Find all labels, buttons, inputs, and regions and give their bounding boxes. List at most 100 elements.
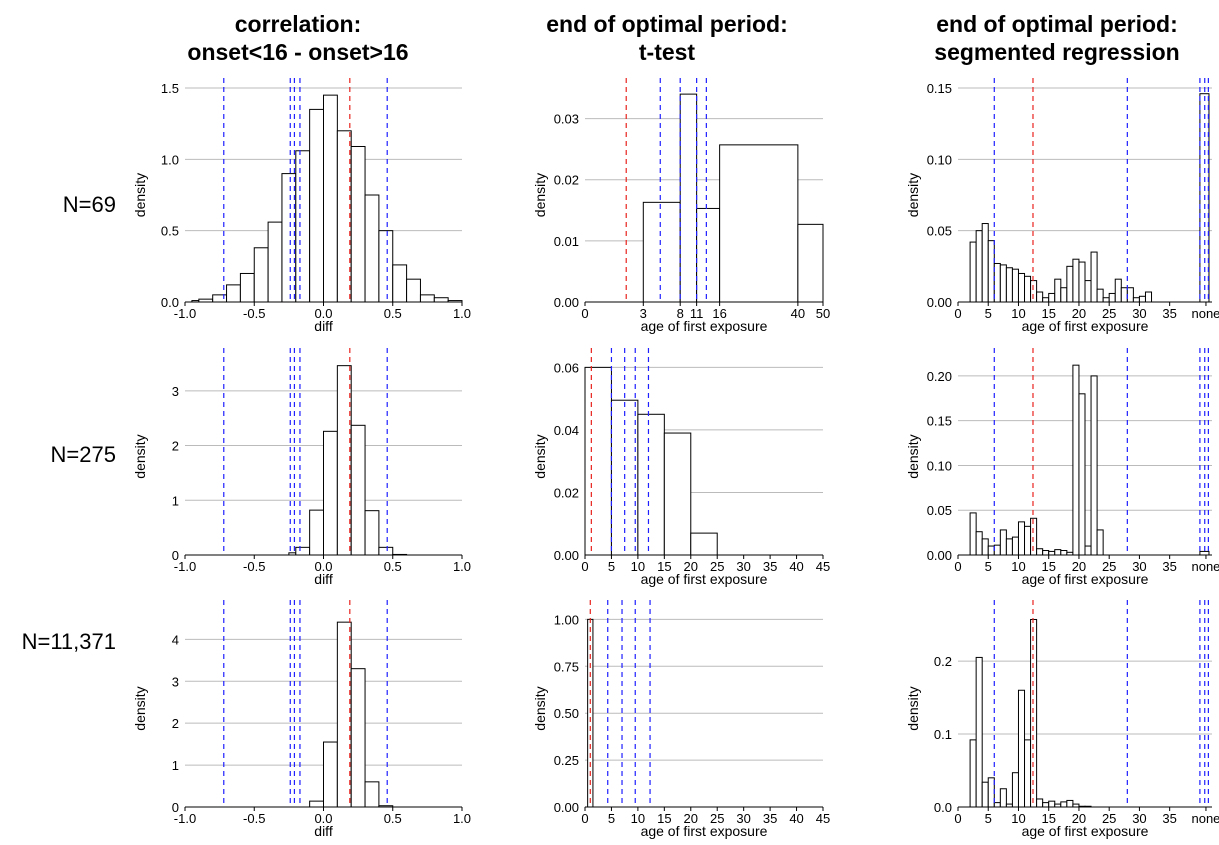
histogram-bar (267, 221, 283, 303)
y-axis-label: density (905, 173, 921, 217)
histogram-bar (350, 145, 366, 303)
panel-r3c2: 0.00 0.25 0.50 0.75 1.00 0 5 10 15 20 25 30 35 40 45 ag… (532, 600, 830, 839)
histogram-bar (1060, 287, 1068, 303)
x-tick-label: 40 (789, 559, 803, 574)
histogram-bar (584, 366, 612, 556)
x-tick-label: 1.0 (453, 811, 471, 826)
x-tick-label: 20 (1072, 811, 1086, 826)
panel-r1c3: 0.00 0.05 0.10 0.15 0 5 10 15 20 25 30 35 none age of… (905, 78, 1219, 334)
x-tick-label: 0 (954, 306, 961, 321)
y-tick-label: 1 (172, 493, 179, 508)
y-tick-label: 0.05 (927, 503, 952, 518)
histogram-bar (1066, 799, 1074, 808)
histogram-bar (1120, 287, 1128, 303)
histogram-bar (1048, 292, 1056, 303)
x-tick-label: -1.0 (174, 306, 196, 321)
y-tick-label: 1.00 (554, 612, 579, 627)
histogram-bar (1199, 550, 1210, 556)
histogram-bar (969, 241, 977, 303)
histogram-bar (1102, 297, 1110, 303)
histogram-bar (1048, 550, 1056, 556)
y-tick-label: 1 (172, 758, 179, 773)
x-axis-label: age of first exposure (641, 571, 768, 587)
histogram-bar (637, 413, 665, 556)
histogram-bar (696, 207, 721, 303)
histogram-bar (350, 668, 366, 808)
histogram-bar (1030, 517, 1038, 556)
histogram-bar (323, 741, 338, 808)
x-tick-label: 0 (581, 811, 588, 826)
y-tick-label: 0.15 (927, 81, 952, 96)
histogram-bar (309, 108, 324, 303)
x-tick-label: 15 (1041, 811, 1055, 826)
x-tick-label: 35 (763, 559, 777, 574)
x-tick-label: none (1191, 811, 1219, 826)
x-tick-label: 20 (1072, 559, 1086, 574)
x-tick-label: 10 (1011, 559, 1025, 574)
histogram-bar (993, 802, 1001, 808)
x-tick-label: 10 (1011, 306, 1025, 321)
x-tick-label: none (1191, 306, 1219, 321)
x-tick-label: 0 (581, 306, 588, 321)
histogram-bar (1084, 280, 1092, 303)
x-tick-label: 30 (1132, 306, 1146, 321)
histogram-bar (1054, 549, 1062, 556)
y-axis-label: density (532, 173, 548, 217)
histogram-bar (999, 788, 1007, 808)
x-tick-label: -0.5 (243, 811, 265, 826)
histogram-bar (309, 509, 324, 556)
y-tick-label: 0.06 (554, 360, 579, 375)
y-axis-label: density (132, 434, 148, 478)
histogram-bar (364, 781, 380, 808)
histogram-bar (999, 529, 1007, 556)
y-tick-label: 0.15 (927, 414, 952, 429)
histogram-bar (378, 230, 394, 303)
histogram-bar (1005, 267, 1013, 303)
histogram-bar (281, 173, 297, 303)
column-title-line2: onset<16 - onset>16 (187, 39, 409, 65)
x-tick-label: 35 (1162, 306, 1176, 321)
x-tick-label: 30 (736, 811, 750, 826)
x-tick-label: 25 (710, 811, 724, 826)
y-tick-label: 0.00 (554, 800, 579, 815)
x-tick-label: 5 (985, 811, 992, 826)
y-tick-label: 0.10 (927, 458, 952, 473)
y-tick-label: 0.02 (554, 485, 579, 500)
histogram-bar (1042, 802, 1050, 808)
y-tick-label: 0.20 (927, 369, 952, 384)
histogram-bar (975, 230, 983, 303)
panel-r2c1: 0 1 2 3 -1.0 -0.5 0.0 0.5 1.0 diff density (132, 348, 471, 587)
x-tick-label: -0.5 (243, 306, 265, 321)
x-tick-label: 40 (789, 811, 803, 826)
y-tick-label: 0.25 (554, 753, 579, 768)
histogram-bar (987, 240, 995, 303)
y-tick-label: 0.0 (934, 800, 952, 815)
x-axis-label: age of first exposure (641, 318, 768, 334)
y-tick-label: 2 (172, 439, 179, 454)
histogram-bar (1108, 292, 1116, 303)
x-tick-label: 0 (954, 559, 961, 574)
row-label-n69: N=69 (62, 192, 116, 217)
panel-r1c2: 0.00 0.01 0.02 0.03 0 3 8 11 16 40 50 age of first … (532, 78, 830, 334)
histogram-bar (1042, 297, 1050, 303)
y-axis-label: density (905, 686, 921, 730)
histogram-bar (295, 546, 311, 556)
x-tick-label: 15 (1041, 306, 1055, 321)
x-tick-label: 0.0 (314, 811, 332, 826)
x-tick-label: 0.5 (384, 306, 402, 321)
histogram-bar (1084, 545, 1092, 556)
x-tick-label: none (1191, 559, 1219, 574)
panel-r2c2: 0.00 0.02 0.04 0.06 0 5 10 15 20 25 30 35 40 45 age of… (532, 348, 830, 587)
histogram-bar (1024, 275, 1032, 303)
column-title-line2: t-test (638, 39, 696, 65)
histogram-bar (336, 621, 352, 808)
x-axis-label: age of first exposure (641, 823, 768, 839)
x-axis-label: diff (314, 318, 333, 334)
x-tick-label: 0.0 (314, 559, 332, 574)
histogram-bar (993, 544, 1001, 556)
x-tick-label: 35 (1162, 811, 1176, 826)
y-tick-label: 2 (172, 716, 179, 731)
x-tick-label: 0.5 (384, 811, 402, 826)
x-tick-label: 40 (791, 306, 805, 321)
